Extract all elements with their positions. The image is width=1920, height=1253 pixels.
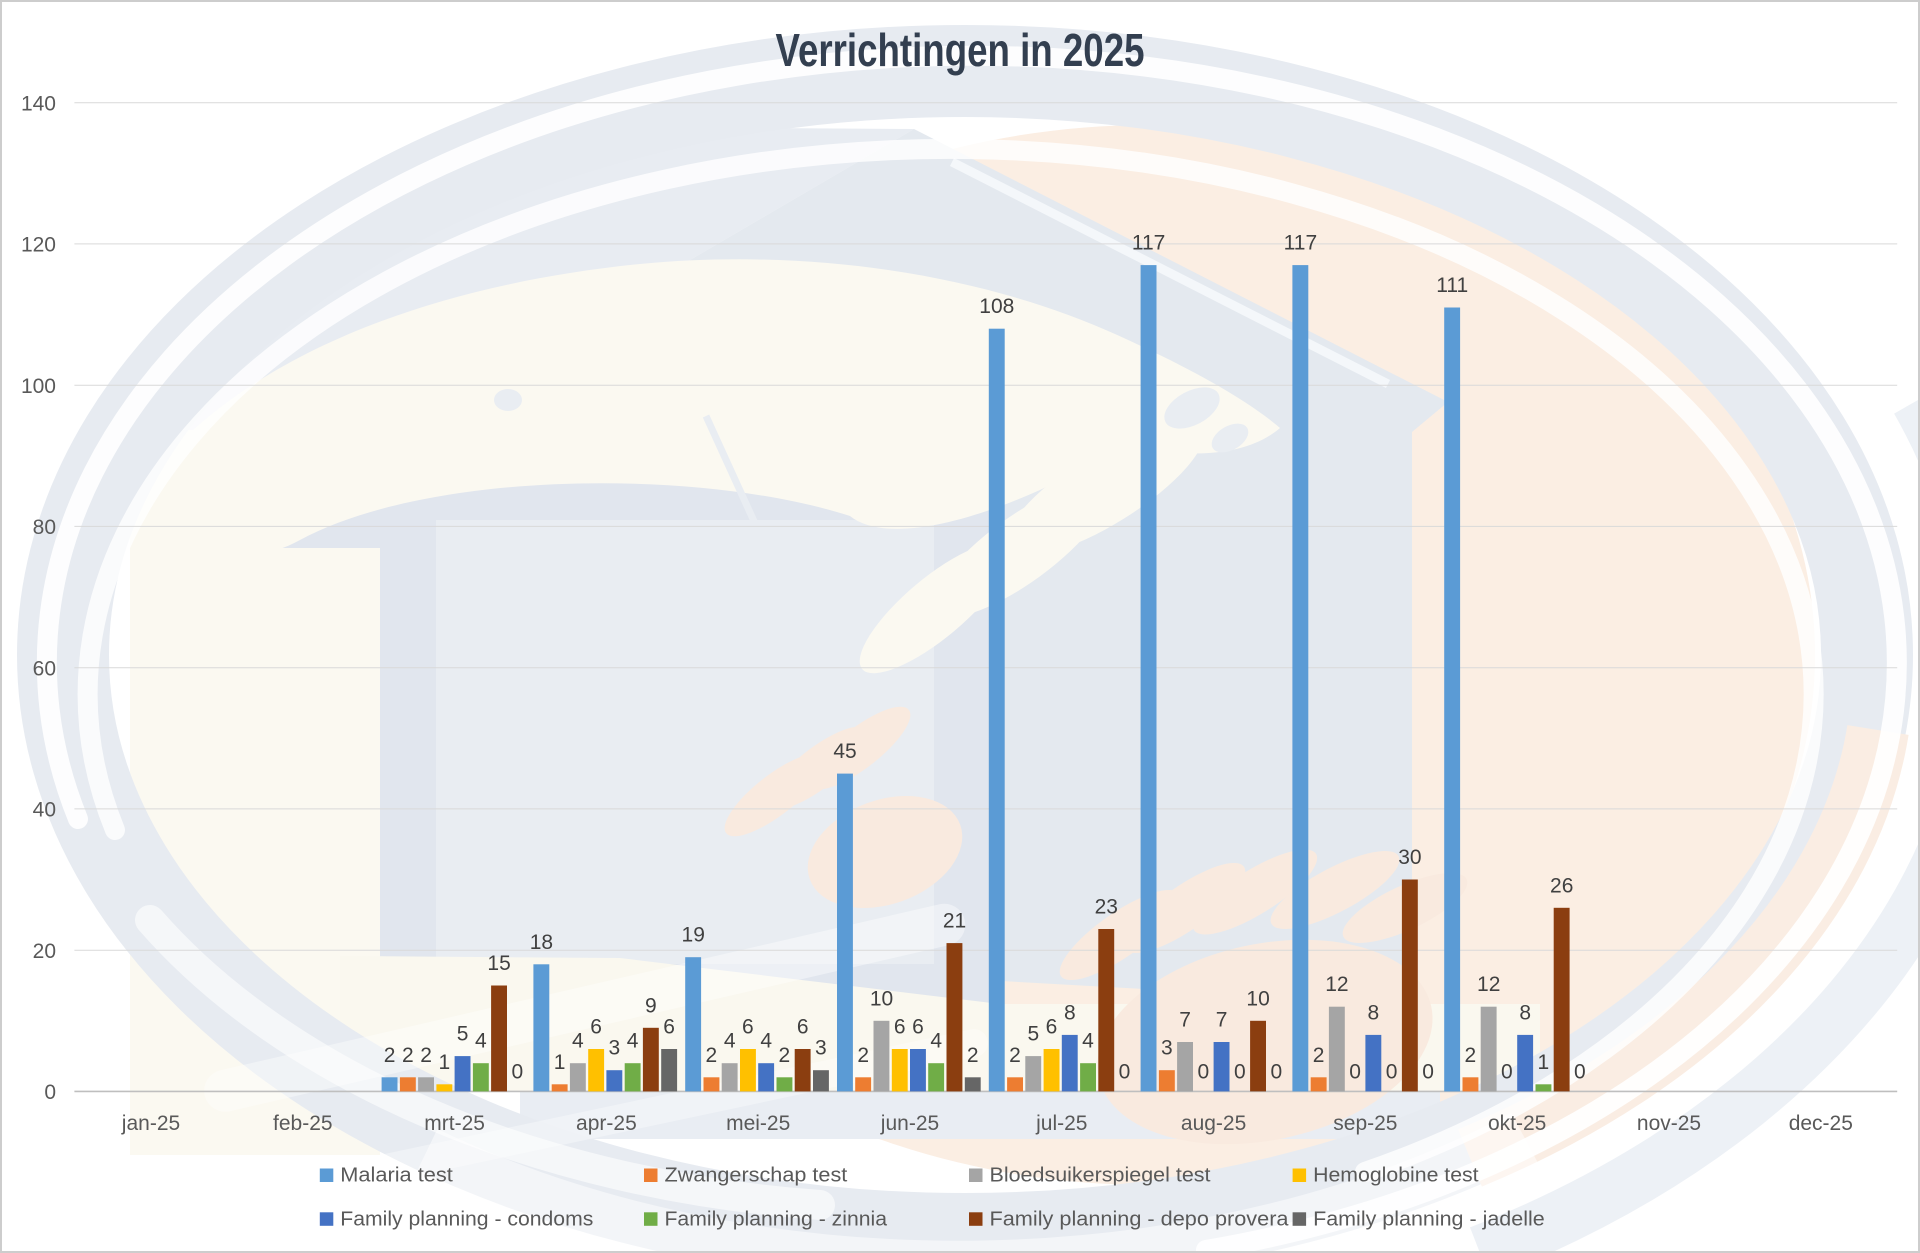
svg-text:3: 3 xyxy=(815,1037,827,1060)
svg-text:5: 5 xyxy=(1027,1023,1039,1046)
svg-text:mrt-25: mrt-25 xyxy=(424,1112,485,1135)
svg-text:Hemoglobine test: Hemoglobine test xyxy=(1313,1165,1479,1187)
svg-text:4: 4 xyxy=(1082,1030,1094,1053)
svg-text:dec-25: dec-25 xyxy=(1789,1112,1853,1135)
svg-text:40: 40 xyxy=(33,799,56,822)
svg-text:2: 2 xyxy=(1009,1044,1021,1067)
svg-text:10: 10 xyxy=(870,987,893,1010)
svg-text:12: 12 xyxy=(1325,973,1348,996)
svg-text:2: 2 xyxy=(857,1044,869,1067)
svg-text:0: 0 xyxy=(1119,1060,1131,1083)
svg-text:140: 140 xyxy=(21,93,56,116)
svg-text:80: 80 xyxy=(33,516,56,539)
svg-text:7: 7 xyxy=(1179,1009,1191,1032)
svg-text:30: 30 xyxy=(1398,846,1421,869)
svg-text:6: 6 xyxy=(742,1016,754,1039)
svg-text:okt-25: okt-25 xyxy=(1488,1112,1546,1135)
svg-text:6: 6 xyxy=(912,1016,924,1039)
svg-text:6: 6 xyxy=(797,1016,809,1039)
svg-text:0: 0 xyxy=(1197,1060,1209,1083)
svg-text:2: 2 xyxy=(779,1044,791,1067)
svg-text:15: 15 xyxy=(487,952,510,975)
svg-text:26: 26 xyxy=(1550,874,1573,897)
svg-text:6: 6 xyxy=(1046,1016,1058,1039)
svg-text:12: 12 xyxy=(1477,973,1500,996)
svg-text:60: 60 xyxy=(33,658,56,681)
svg-text:19: 19 xyxy=(682,924,705,947)
svg-text:9: 9 xyxy=(645,994,657,1017)
svg-text:sep-25: sep-25 xyxy=(1333,1112,1397,1135)
svg-text:45: 45 xyxy=(833,740,856,763)
svg-text:feb-25: feb-25 xyxy=(273,1112,333,1135)
svg-text:2: 2 xyxy=(1465,1044,1477,1067)
svg-text:jul-25: jul-25 xyxy=(1035,1112,1087,1135)
svg-text:nov-25: nov-25 xyxy=(1637,1112,1701,1135)
svg-text:Malaria test: Malaria test xyxy=(340,1165,453,1187)
svg-text:117: 117 xyxy=(1132,232,1165,255)
svg-text:aug-25: aug-25 xyxy=(1181,1112,1246,1135)
svg-text:Family planning - condoms: Family planning - condoms xyxy=(340,1209,593,1231)
svg-text:2: 2 xyxy=(706,1044,718,1067)
svg-text:jun-25: jun-25 xyxy=(880,1112,939,1135)
svg-text:117: 117 xyxy=(1284,232,1317,255)
svg-text:23: 23 xyxy=(1095,896,1118,919)
svg-text:8: 8 xyxy=(1368,1001,1380,1024)
svg-text:Bloedsuikerspiegel test: Bloedsuikerspiegel test xyxy=(990,1165,1211,1187)
svg-text:Family planning - zinnia: Family planning - zinnia xyxy=(665,1209,888,1231)
svg-text:jan-25: jan-25 xyxy=(121,1112,180,1135)
svg-text:0: 0 xyxy=(1386,1060,1398,1083)
svg-text:0: 0 xyxy=(1574,1060,1586,1083)
svg-text:0: 0 xyxy=(1422,1060,1434,1083)
svg-text:108: 108 xyxy=(979,295,1014,318)
svg-text:120: 120 xyxy=(21,234,56,257)
svg-text:4: 4 xyxy=(627,1030,639,1053)
svg-text:Verrichtingen in 2025: Verrichtingen in 2025 xyxy=(776,24,1145,76)
svg-text:2: 2 xyxy=(384,1044,396,1067)
svg-text:3: 3 xyxy=(609,1037,621,1060)
svg-text:0: 0 xyxy=(1270,1060,1282,1083)
svg-text:4: 4 xyxy=(724,1030,736,1053)
svg-text:2: 2 xyxy=(420,1044,432,1067)
svg-text:6: 6 xyxy=(663,1016,675,1039)
svg-text:apr-25: apr-25 xyxy=(576,1112,637,1135)
svg-text:4: 4 xyxy=(572,1030,584,1053)
svg-text:0: 0 xyxy=(1349,1060,1361,1083)
svg-text:0: 0 xyxy=(511,1060,523,1083)
svg-text:0: 0 xyxy=(44,1081,56,1104)
svg-text:6: 6 xyxy=(894,1016,906,1039)
svg-text:20: 20 xyxy=(33,940,56,963)
svg-text:0: 0 xyxy=(1501,1060,1513,1083)
svg-text:21: 21 xyxy=(943,910,966,933)
svg-text:0: 0 xyxy=(1234,1060,1246,1083)
svg-text:1: 1 xyxy=(554,1051,566,1074)
svg-text:100: 100 xyxy=(21,375,56,398)
svg-text:5: 5 xyxy=(457,1023,469,1046)
svg-text:mei-25: mei-25 xyxy=(726,1112,790,1135)
svg-text:2: 2 xyxy=(967,1044,979,1067)
svg-text:6: 6 xyxy=(590,1016,602,1039)
svg-text:4: 4 xyxy=(930,1030,942,1053)
svg-text:Zwangerschap test: Zwangerschap test xyxy=(665,1165,848,1187)
svg-text:1: 1 xyxy=(438,1051,450,1074)
svg-text:4: 4 xyxy=(475,1030,487,1053)
svg-text:Family planning - depo provera: Family planning - depo provera xyxy=(990,1209,1290,1231)
svg-text:Family planning - jadelle: Family planning - jadelle xyxy=(1313,1209,1545,1231)
svg-text:8: 8 xyxy=(1519,1001,1531,1024)
svg-text:4: 4 xyxy=(760,1030,772,1053)
svg-text:18: 18 xyxy=(530,931,553,954)
svg-text:2: 2 xyxy=(1313,1044,1325,1067)
svg-text:8: 8 xyxy=(1064,1001,1076,1024)
svg-text:10: 10 xyxy=(1246,987,1269,1010)
svg-text:111: 111 xyxy=(1436,274,1468,297)
svg-text:1: 1 xyxy=(1538,1051,1550,1074)
svg-text:2: 2 xyxy=(402,1044,414,1067)
svg-text:3: 3 xyxy=(1161,1037,1173,1060)
svg-text:7: 7 xyxy=(1216,1009,1228,1032)
